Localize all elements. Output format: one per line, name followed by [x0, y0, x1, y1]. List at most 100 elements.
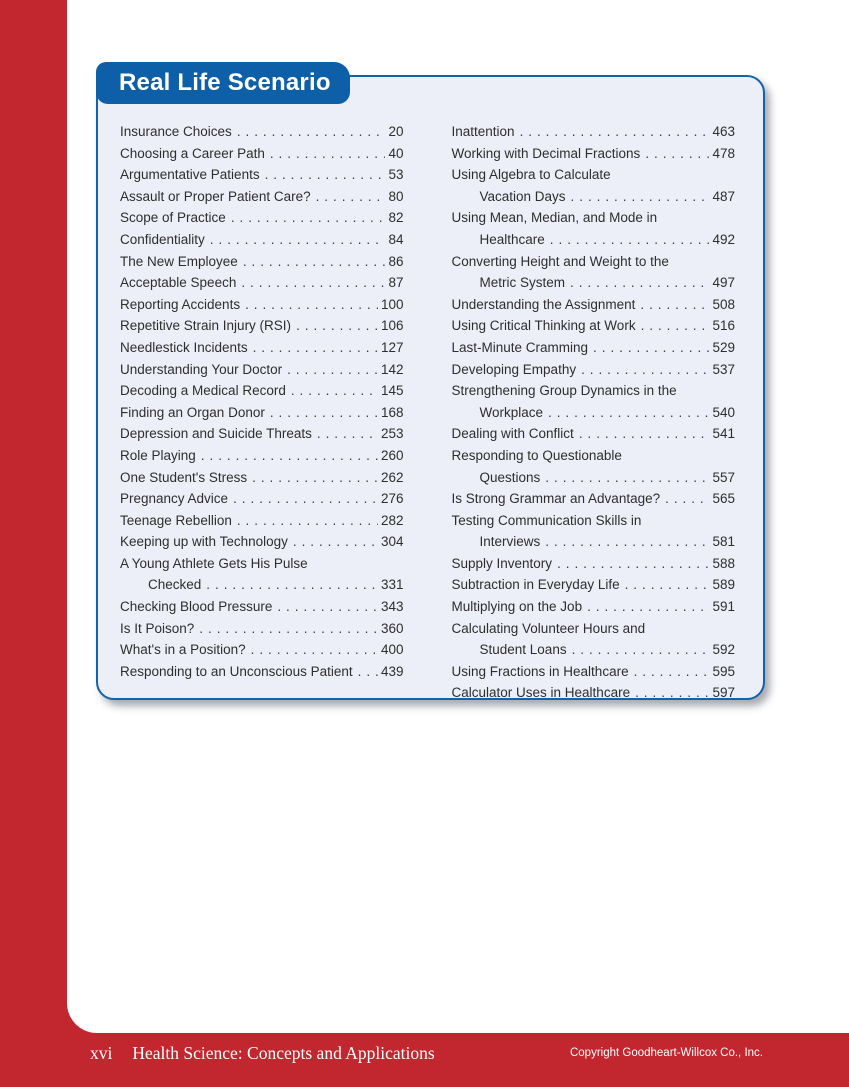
entry-title: Understanding the Assignment — [451, 296, 636, 312]
toc-column-left: Insurance Choices 20 Choosing a Career Pat… — [120, 121, 404, 704]
entry-page-number: 516 — [712, 318, 735, 334]
dot-leader — [316, 186, 386, 208]
entry-title: Insurance Choices — [120, 124, 232, 139]
entry-page-number: 439 — [380, 663, 404, 679]
entry-title: A Young Athlete Gets His Pulse — [120, 555, 308, 571]
toc-entry: Using Critical Thinking at Work 516 — [452, 315, 736, 337]
entry-title: Argumentative Patients — [120, 167, 260, 183]
entry-title: Responding to Questionable — [451, 447, 622, 463]
dot-leader — [570, 272, 709, 294]
entry-title: Repetitive Strain Injury (RSI) — [120, 318, 292, 334]
toc-entry-line: Decoding a Medical Record 145 — [120, 380, 404, 402]
entry-page-number: 597 — [712, 685, 735, 701]
dot-leader — [270, 402, 378, 424]
toc-entry: Using Fractions in Healthcare 595 — [452, 661, 736, 683]
toc-entry: Confidentiality 84 — [120, 229, 404, 251]
toc-entry: Assault or Proper Patient Care? 80 — [120, 186, 404, 208]
entry-page-number: 106 — [380, 318, 404, 334]
entry-page-number: 262 — [380, 469, 404, 485]
toc-entry: Acceptable Speech 87 — [120, 272, 404, 294]
entry-title: Interviews — [479, 534, 541, 550]
toc-entry-line: Repetitive Strain Injury (RSI) 106 — [120, 315, 404, 337]
entry-title: Scope of Practice — [120, 210, 226, 226]
dot-leader — [581, 359, 709, 381]
footer-left: xvi Health Science: Concepts and Applica… — [90, 1043, 435, 1064]
dot-leader — [572, 639, 710, 661]
entry-title: Using Algebra to Calculate — [451, 167, 611, 183]
entry-page-number: 595 — [712, 663, 735, 679]
toc-entry-line: Testing Communication Skills in — [452, 510, 736, 532]
dot-leader — [645, 143, 709, 165]
dot-leader — [579, 423, 710, 445]
copyright-notice: Copyright Goodheart-Willcox Co., Inc. — [569, 1047, 763, 1059]
toc-entry: One Student's Stress 262 — [120, 467, 404, 489]
entry-page-number: 53 — [388, 167, 404, 183]
entry-page-number: 581 — [712, 534, 735, 550]
entry-title: Pregnancy Advice — [120, 491, 229, 507]
entry-page-number: 142 — [380, 361, 404, 377]
dot-leader — [201, 445, 378, 467]
toc-entry-line: A Young Athlete Gets His Pulse — [120, 553, 404, 575]
dot-leader — [265, 164, 386, 186]
toc-entry: Subtraction in Everyday Life 589 — [452, 574, 736, 596]
entry-title: Is Strong Grammar an Advantage? — [451, 491, 661, 507]
dot-leader — [571, 186, 710, 208]
dot-leader — [199, 618, 378, 640]
toc-entry-line: What's in a Position? 400 — [120, 639, 404, 661]
toc-entry: Role Playing 260 — [120, 445, 404, 467]
toc-entry: Needlestick Incidents 127 — [120, 337, 404, 359]
toc-entry: Last-Minute Cramming 529 — [452, 337, 736, 359]
toc-entry-line: One Student's Stress 262 — [120, 467, 404, 489]
entry-page-number: 400 — [380, 642, 404, 658]
toc-entry: What's in a Position? 400 — [120, 639, 404, 661]
entry-title: Supply Inventory — [451, 555, 553, 571]
toc-entry-line: Supply Inventory 588 — [452, 553, 736, 575]
toc-entry: Choosing a Career Path 40 — [120, 143, 404, 165]
folio-page-number: xvi — [90, 1043, 113, 1063]
entry-title: Checking Blood Pressure — [120, 599, 273, 615]
entry-page-number: 127 — [380, 339, 404, 355]
entry-page-number: 591 — [712, 599, 735, 615]
entry-title: Needlestick Incidents — [120, 339, 248, 355]
toc-entry-line: Checked 331 — [120, 574, 404, 596]
entry-title: Dealing with Conflict — [451, 426, 574, 442]
entry-title: Responding to an Unconscious Patient — [120, 663, 353, 679]
entry-page-number: 508 — [712, 296, 735, 312]
entry-page-number: 304 — [380, 534, 404, 550]
entry-page-number: 592 — [712, 642, 735, 658]
toc-entry-line: Pregnancy Advice 276 — [120, 488, 404, 510]
toc-entry: Using Mean, Median, and Mode in Healthcar… — [452, 207, 736, 250]
toc-entry: Checking Blood Pressure 343 — [120, 596, 404, 618]
entry-title: Understanding Your Doctor — [120, 361, 283, 377]
dot-leader — [293, 531, 378, 553]
entry-page-number: 40 — [388, 145, 404, 161]
toc-entry-line: Understanding the Assignment 508 — [452, 294, 736, 316]
toc-entry: A Young Athlete Gets His Pulse Checked 331 — [120, 553, 404, 596]
toc-entry: Strengthening Group Dynamics in the Workp… — [452, 380, 736, 423]
toc-entry-line: Responding to an Unconscious Patient 439 — [120, 661, 404, 683]
entry-title: Teenage Rebellion — [120, 512, 232, 528]
toc-entry-line: Multiplying on the Job 591 — [452, 596, 736, 618]
toc-entry-line: Teenage Rebellion 282 — [120, 510, 404, 532]
entry-title: Using Critical Thinking at Work — [451, 318, 636, 334]
toc-entry: Keeping up with Technology 304 — [120, 531, 404, 553]
toc-entry-line: Dealing with Conflict 541 — [452, 423, 736, 445]
dot-leader — [253, 337, 378, 359]
toc-entry-line: Calculator Uses in Healthcare 597 — [452, 682, 736, 704]
toc-entry: Pregnancy Advice 276 — [120, 488, 404, 510]
toc-column-right: Inattention 463 Working with Decimal Fract… — [452, 121, 736, 704]
entry-title: Vacation Days — [479, 188, 566, 204]
toc-entry: Teenage Rebellion 282 — [120, 510, 404, 532]
toc-entry: Understanding Your Doctor 142 — [120, 359, 404, 381]
dot-leader — [277, 596, 378, 618]
toc-entry-line: Calculating Volunteer Hours and — [452, 618, 736, 640]
toc-entry: Responding to Questionable Questions 557 — [452, 445, 736, 488]
entry-page-number: 529 — [712, 339, 735, 355]
toc-entry-line: Vacation Days 487 — [452, 186, 736, 208]
entry-page-number: 478 — [712, 145, 735, 161]
toc-entry: Supply Inventory 588 — [452, 553, 736, 575]
toc-entry-line: Depression and Suicide Threats 253 — [120, 423, 404, 445]
entry-title: Workplace — [479, 404, 544, 420]
dot-leader — [587, 596, 709, 618]
toc-entry-line: Questions 557 — [452, 467, 736, 489]
